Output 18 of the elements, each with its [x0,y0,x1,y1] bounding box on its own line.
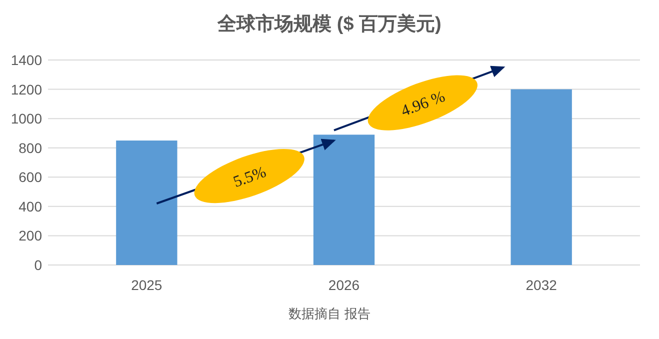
bar [510,89,572,265]
bar [313,134,375,265]
y-tick-label: 800 [18,140,42,156]
chart-title: 全球市场规模 ($ 百万美元) [216,13,442,35]
x-tick-label: 2026 [328,277,360,293]
x-tick-label: 2032 [526,277,558,293]
annotation: 4.96 % [398,88,448,120]
annotation: 5.5% [231,164,268,192]
text: 数据摘自 报告 [288,306,370,321]
y-tick-label: 1000 [10,110,42,127]
y-tick-label: 1400 [10,52,42,68]
y-tick-label: 400 [18,198,42,214]
y-tick-label: 1200 [10,81,42,98]
y-tick-label: 200 [18,228,42,244]
y-tick-label: 0 [34,257,42,273]
x-tick-label: 2025 [131,277,162,293]
bar [116,140,178,265]
y-tick-label: 600 [18,169,42,186]
